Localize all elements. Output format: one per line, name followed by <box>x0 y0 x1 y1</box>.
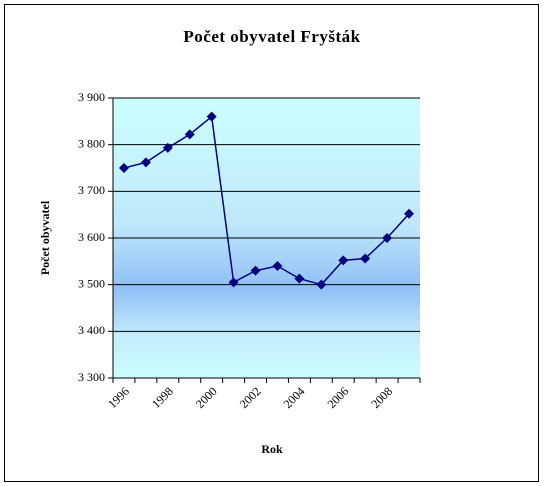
y-tick-label: 3 700 <box>78 183 105 197</box>
data-point <box>316 279 327 290</box>
data-point <box>206 111 217 122</box>
y-tick-label: 3 300 <box>78 370 105 384</box>
data-point <box>118 163 129 173</box>
y-axis-title: Počet obyvatel <box>38 200 52 275</box>
y-tick-label: 3 500 <box>78 276 105 290</box>
x-axis-title: Rok <box>261 442 283 456</box>
data-point <box>272 261 283 271</box>
y-tick-label: 3 800 <box>78 136 105 150</box>
data-point <box>338 255 349 266</box>
data-point <box>140 157 151 168</box>
y-tick-label: 3 400 <box>78 323 105 337</box>
data-point <box>228 277 239 288</box>
data-point <box>360 253 371 264</box>
data-point <box>162 142 173 153</box>
data-point <box>184 129 195 140</box>
chart-title: Počet obyvatel Fryšták <box>183 27 360 46</box>
data-point <box>250 265 261 276</box>
data-point <box>404 208 415 219</box>
data-point <box>294 273 305 284</box>
data-point <box>382 233 393 243</box>
y-tick-label: 3 900 <box>78 90 105 104</box>
y-tick-label: 3 600 <box>78 230 105 244</box>
